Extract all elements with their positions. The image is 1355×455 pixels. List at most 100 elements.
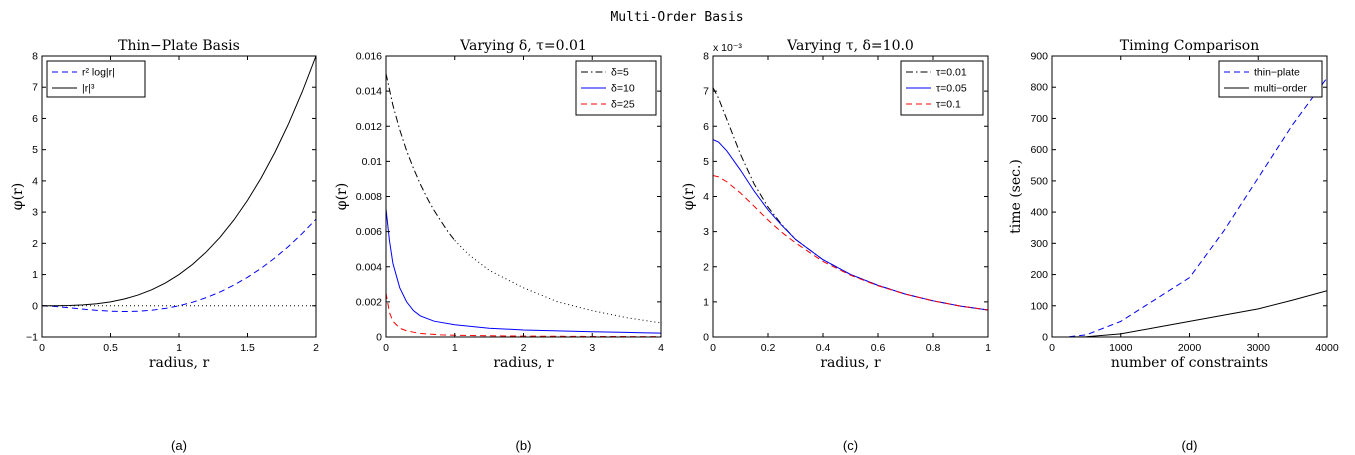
legend-label: τ=0.1 [936,99,961,111]
plot-frame [1051,55,1328,338]
x-axis-label: radius, r [820,355,881,371]
x-axis-label: radius, r [149,355,210,371]
x-tick-label: 1 [985,342,991,354]
y-tick-label: −1 [26,332,38,344]
series-group [386,73,661,337]
x-tick-label: 0.6 [871,342,886,354]
y-tick-label: 0.016 [356,51,382,63]
y-tick-label: 3 [32,207,38,219]
y-tick-label: 600 [1030,144,1048,156]
y-tick-label: 6 [32,113,38,125]
x-tick-label: 0 [710,342,716,354]
legend: τ=0.01 τ=0.05 τ=0.1 [900,60,984,116]
x-tick-label: 3 [589,342,595,354]
legend-label: r² log|r| [82,67,115,79]
series-line-2 [454,240,661,324]
panel-caption: (c) [843,438,858,453]
legend-label: thin−plate [1254,67,1300,79]
y-tick-label: 0.008 [356,191,382,203]
chart-panel-3: 0 0.2 0.4 0.6 0.8 1 0 1 2 3 4 5 6 7 8 x 10⁻³ Varying τ, … [681,38,991,453]
legend-label: τ=0.05 [936,83,967,95]
y-tick-label: 5 [703,156,709,168]
y-tick-label: 6 [703,121,709,133]
y-tick-label: 1 [32,269,38,281]
chart-title: Timing Comparison [1120,38,1260,54]
y-axis-label: time (sec.) [1008,159,1024,234]
legend-label: |r|³ [82,83,95,95]
series-line-1 [1069,77,1327,337]
panel-caption: (d) [1182,438,1198,453]
y-tick-label: 0.01 [362,156,383,168]
y-tick-label: 300 [1030,238,1048,250]
y-tick-label: 7 [32,82,38,94]
y-tick-label: 3 [703,226,709,238]
y-tick-label: 0 [703,332,709,344]
series-line-1 [713,87,988,311]
y-tick-label: 0 [1042,332,1048,344]
x-tick-label: 3000 [1247,342,1271,354]
legend-label: multi−order [1254,83,1307,95]
chart-panel-2: 0 1 2 3 4 0 0.002 0.004 0.006 0.008 0.01 0.012 0.014… [334,38,664,453]
legend: δ=5 δ=10 δ=25 [575,60,657,116]
series-line-1 [386,73,456,241]
plot-frame [41,55,317,338]
x-tick-label: 2000 [1178,342,1202,354]
x-tick-label: 0 [39,342,45,354]
y-tick-label: 400 [1030,207,1048,219]
y-tick-label: 500 [1030,175,1048,187]
series-line-3 [713,174,988,311]
x-tick-label: 0.8 [926,342,941,354]
y-tick-label: 800 [1030,82,1048,94]
y-axis-label: φ(r) [334,183,350,210]
x-tick-label: 1.5 [240,342,255,354]
x-tick-label: 1000 [1109,342,1133,354]
figure-suptitle: Multi-Order Basis [610,10,743,25]
x-tick-label: 0.2 [761,342,776,354]
y-tick-label: 8 [32,51,38,63]
y-tick-label: 900 [1030,51,1048,63]
y-tick-label: 2 [703,261,709,273]
y-tick-label: 2 [32,238,38,250]
y-tick-label: 0 [32,300,38,312]
series-group [713,87,988,311]
x-axis-label: radius, r [493,355,554,371]
legend-label: δ=25 [611,99,635,111]
x-tick-label: 0.5 [103,342,118,354]
legend-box [46,60,146,98]
x-tick-label: 0 [1049,342,1055,354]
x-tick-label: 2 [313,342,319,354]
series-line-4 [386,293,661,337]
x-tick-label: 1 [176,342,182,354]
chart-title: Thin−Plate Basis [118,38,240,54]
series-line-2 [713,139,988,311]
series-line-1 [42,218,316,313]
series-line-3 [386,208,661,334]
y-axis-label: φ(r) [681,183,697,210]
y-tick-label: 7 [703,86,709,98]
y-tick-label: 0.006 [356,226,382,238]
x-tick-label: 4 [658,342,664,354]
legend-label: δ=5 [611,67,629,79]
x-tick-label: 0.4 [816,342,831,354]
chart-title: Varying δ, τ=0.01 [459,38,587,54]
y-tick-label: 4 [703,191,709,203]
y-tick-label: 0.014 [356,86,382,98]
y-tick-label: 8 [703,51,709,63]
y-axis-label: φ(r) [10,183,26,210]
y-tick-label: 4 [32,175,38,187]
y-tick-label: 0 [376,332,382,344]
chart-panel-4: 0 1000 2000 3000 4000 0 100 200 300 400 500 600 700 8… [1008,38,1339,453]
legend-label: δ=10 [611,83,635,95]
panel-caption: (a) [171,438,187,453]
y-tick-label: 5 [32,144,38,156]
panel-caption: (b) [516,438,532,453]
series-line-2 [42,56,316,307]
x-tick-label: 2 [521,342,527,354]
series-line-2 [1069,290,1327,337]
y-tick-label: 200 [1030,269,1048,281]
series-group [1069,77,1327,337]
x-tick-label: 4000 [1315,342,1339,354]
y-tick-label: 100 [1030,300,1048,312]
